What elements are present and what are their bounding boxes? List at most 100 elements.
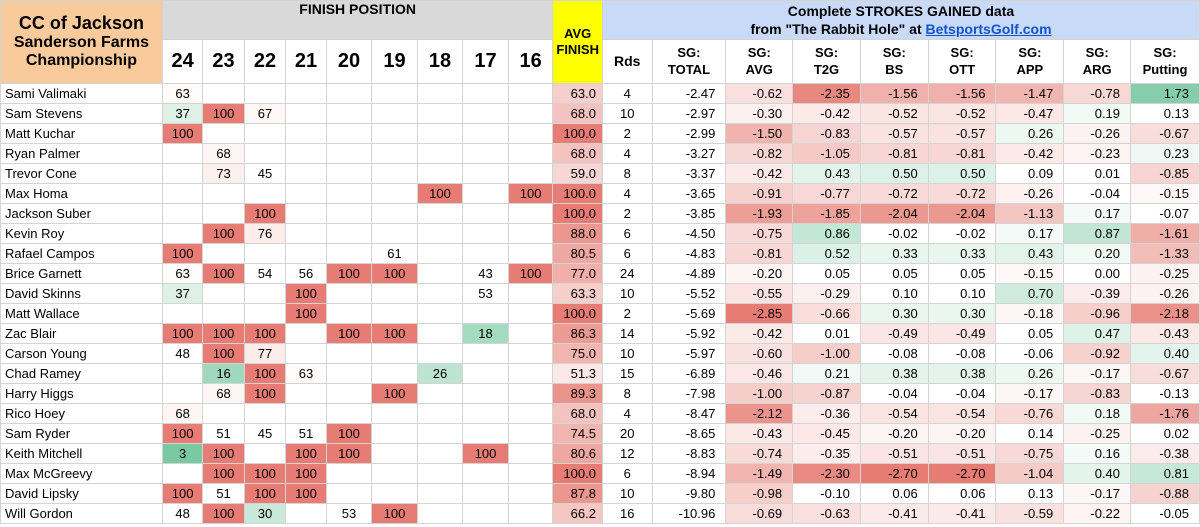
year-header-18: 18 [416, 39, 464, 84]
finish-cell-24: 100 [161, 243, 204, 264]
sg-cell-ott: 0.38 [927, 363, 997, 384]
title-event-line1: Sanderson Farms [13, 33, 149, 51]
sg-cell-avg: -2.85 [725, 303, 794, 324]
finish-cell-17 [462, 403, 509, 424]
sg-cell-ott: -1.56 [927, 83, 997, 104]
finish-cell-24: 63 [161, 263, 204, 284]
finish-cell-19: 100 [371, 383, 418, 404]
finish-cell-22 [243, 123, 287, 144]
rounds-cell: 10 [601, 103, 653, 124]
table-row: David Lipsky 100 51 100 100 87.8 10 -9.80 -0.98-… [0, 483, 1200, 504]
sg-cell-avg: -0.60 [725, 343, 794, 364]
rounds-cell: 14 [601, 323, 653, 344]
sg-cell-putting: -0.26 [1130, 283, 1200, 304]
avg-finish-cell: 63.0 [552, 83, 603, 104]
finish-cell-22: 100 [243, 383, 287, 404]
sg-cell-ott: 0.10 [927, 283, 997, 304]
sg-cell-ott: -0.81 [927, 143, 997, 164]
player-name: David Skinns [0, 283, 163, 304]
sg-cell-arg: 0.16 [1063, 443, 1132, 464]
player-name: Sam Stevens [0, 103, 163, 124]
betsportsgolf-link[interactable]: BetsportsGolf.com [925, 21, 1052, 37]
sg-cell-bs: 0.38 [859, 363, 929, 384]
finish-cell-21 [285, 183, 327, 204]
finish-cell-16 [507, 143, 554, 164]
avg-finish-cell: 100.0 [552, 183, 603, 204]
finish-cell-20 [325, 343, 373, 364]
sg-cell-total: -5.92 [651, 323, 727, 344]
sg-cell-avg: -0.42 [725, 163, 794, 184]
finish-cell-19 [371, 183, 418, 204]
sg-header-t2g: SG: T2G [792, 39, 861, 84]
finish-cell-17 [462, 363, 509, 384]
finish-cell-17: 53 [462, 283, 509, 304]
finish-cell-20 [325, 483, 373, 504]
sg-cell-ott: -0.49 [927, 323, 997, 344]
finish-position-header: FINISH POSITION [161, 0, 554, 40]
rounds-cell: 24 [601, 263, 653, 284]
finish-cell-16 [507, 343, 554, 364]
sg-cell-arg: -0.17 [1063, 363, 1132, 384]
finish-cell-22: 100 [243, 463, 287, 484]
finish-cell-21: 51 [285, 423, 327, 444]
finish-cell-17 [462, 183, 509, 204]
sg-cell-bs: -0.54 [859, 403, 929, 424]
finish-cell-17 [462, 243, 509, 264]
finish-cell-23: 100 [202, 103, 245, 124]
rounds-cell: 6 [601, 243, 653, 264]
sg-cell-app: -0.06 [995, 343, 1065, 364]
finish-cell-17 [462, 343, 509, 364]
sg-cell-total: -8.47 [651, 403, 727, 424]
finish-cell-21 [285, 383, 327, 404]
sg-cell-total: -2.47 [651, 83, 727, 104]
player-name: Chad Ramey [0, 363, 163, 384]
sg-cell-t2g: -0.63 [792, 503, 861, 524]
finish-cell-20: 100 [325, 443, 373, 464]
rounds-cell: 2 [601, 303, 653, 324]
year-header-21: 21 [285, 39, 327, 84]
rounds-cell: 20 [601, 423, 653, 444]
finish-cell-19 [371, 123, 418, 144]
table-row: Will Gordon 48 100 30 53 100 66.2 16 -10.96 -0.69… [0, 503, 1200, 524]
sg-cell-putting: -0.88 [1130, 483, 1200, 504]
sg-title-line2-prefix: from "The Rabbit Hole" at [750, 21, 926, 37]
finish-cell-19 [371, 203, 418, 224]
sg-cell-app: -0.42 [995, 143, 1065, 164]
sg-cell-total: -3.27 [651, 143, 727, 164]
sg-cell-t2g: -0.87 [792, 383, 861, 404]
sg-cell-putting: -1.61 [1130, 223, 1200, 244]
sg-cell-app: -0.26 [995, 183, 1065, 204]
sg-cell-ott: 0.33 [927, 243, 997, 264]
player-name: David Lipsky [0, 483, 163, 504]
player-name: Rafael Campos [0, 243, 163, 264]
rounds-cell: 4 [601, 83, 653, 104]
year-header-16: 16 [507, 39, 554, 84]
finish-cell-18 [416, 263, 464, 284]
finish-cell-23 [202, 283, 245, 304]
sg-cell-t2g: 0.05 [792, 263, 861, 284]
finish-cell-18 [416, 103, 464, 124]
finish-cell-19 [371, 143, 418, 164]
finish-cell-23: 100 [202, 503, 245, 524]
sg-cell-t2g: 0.01 [792, 323, 861, 344]
sg-cell-total: -9.80 [651, 483, 727, 504]
finish-cell-21 [285, 123, 327, 144]
finish-cell-16 [507, 323, 554, 344]
finish-cell-18 [416, 83, 464, 104]
avg-finish-cell: 68.0 [552, 103, 603, 124]
avg-finish-cell: 100.0 [552, 123, 603, 144]
sg-cell-ott: 0.05 [927, 263, 997, 284]
finish-cell-20 [325, 103, 373, 124]
finish-cell-16 [507, 103, 554, 124]
sg-cell-bs: -2.04 [859, 203, 929, 224]
sg-cell-total: -4.89 [651, 263, 727, 284]
finish-cell-22 [243, 243, 287, 264]
sg-cell-avg: -0.46 [725, 363, 794, 384]
finish-cell-23: 51 [202, 483, 245, 504]
finish-cell-16 [507, 443, 554, 464]
sg-cell-putting: -1.33 [1130, 243, 1200, 264]
finish-cell-21: 100 [285, 443, 327, 464]
sg-cell-t2g: -0.66 [792, 303, 861, 324]
sg-cell-total: -5.52 [651, 283, 727, 304]
sg-cell-total: -10.96 [651, 503, 727, 524]
